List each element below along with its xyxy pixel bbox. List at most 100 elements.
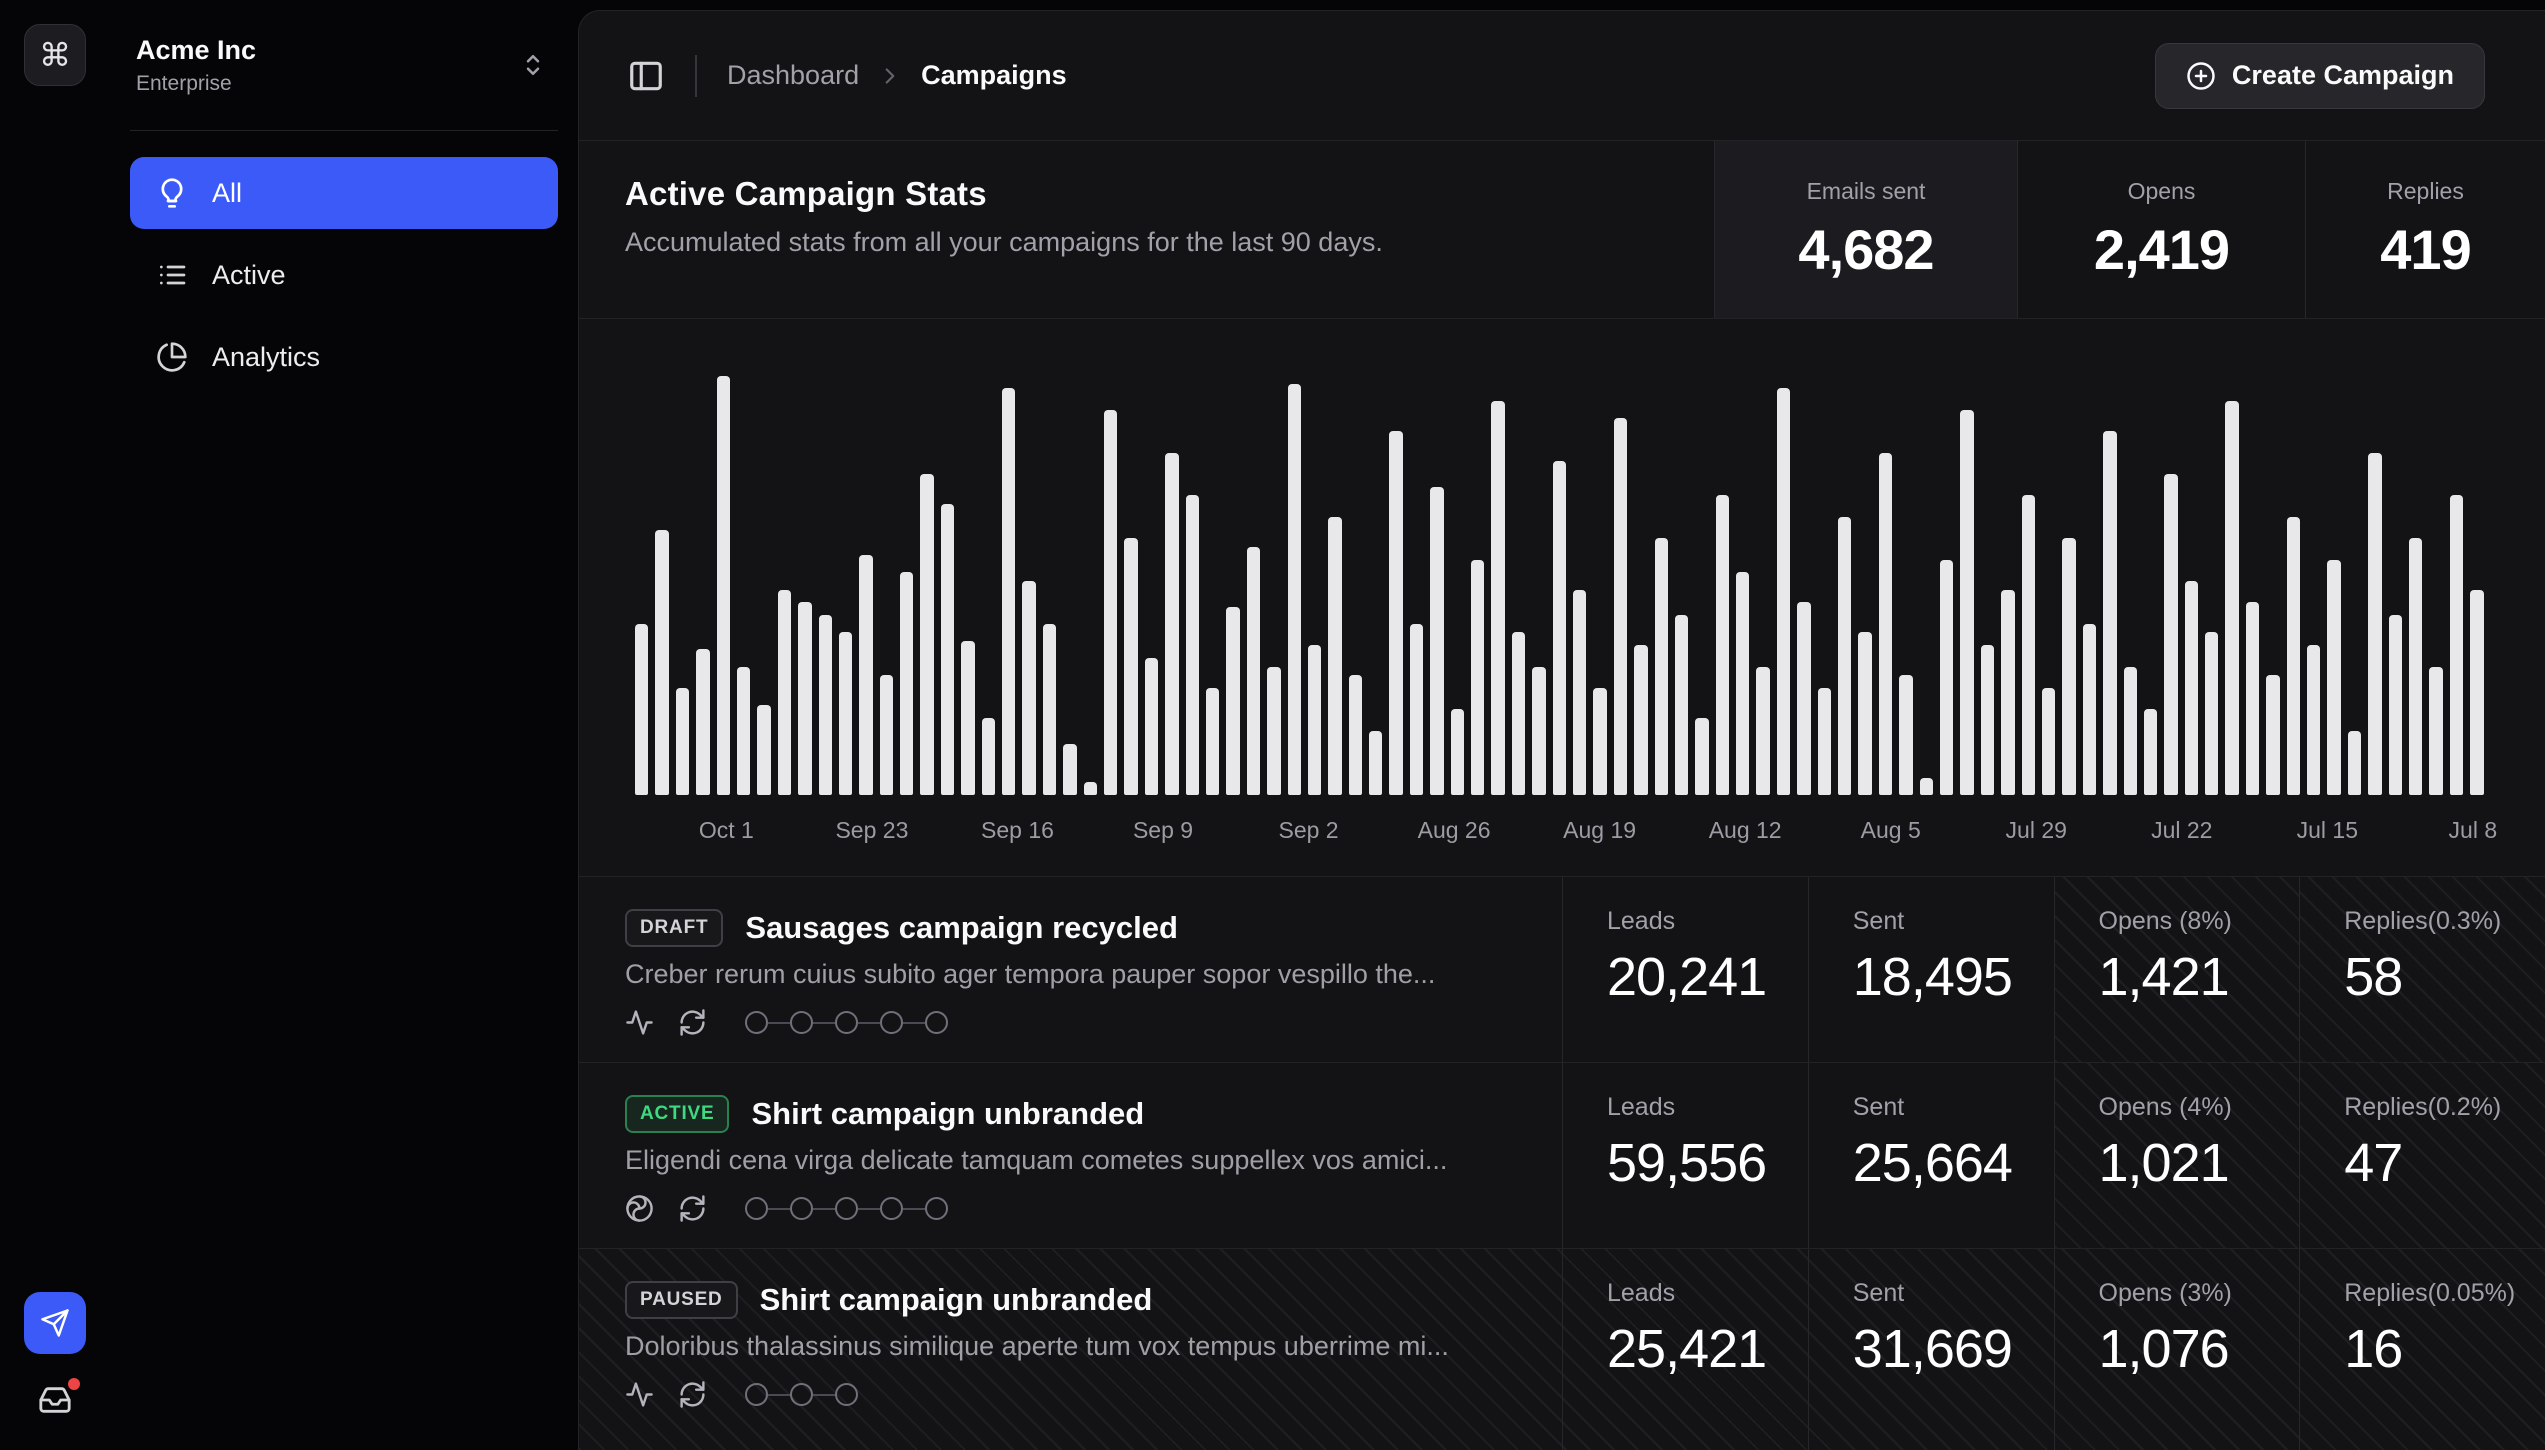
- stat-cell-sent: Sent 25,664: [1807, 1063, 2054, 1248]
- chart-bar: [736, 666, 751, 795]
- chart-bar: [1389, 431, 1403, 795]
- stat-cell-replies: Replies(0.3%) 58: [2299, 877, 2545, 1062]
- workspace-switcher[interactable]: Acme Inc Enterprise: [110, 0, 578, 130]
- stat-label: Replies(0.3%): [2344, 907, 2502, 935]
- refresh-icon[interactable]: [678, 1380, 707, 1409]
- chart-bar: [2082, 623, 2097, 795]
- chart-bar: [1654, 538, 1668, 795]
- breadcrumb-campaigns: Campaigns: [921, 60, 1067, 90]
- campaign-description: Eligendi cena virga delicate tamquam com…: [625, 1145, 1448, 1175]
- chart-bar: [879, 675, 894, 795]
- chart-bar: [1328, 516, 1342, 795]
- chart-bar: [1491, 401, 1505, 795]
- chart-bar: [1776, 388, 1791, 795]
- command-menu-button[interactable]: ⌘: [24, 24, 86, 86]
- chart-bar: [2408, 538, 2423, 795]
- chart-tick-label: Oct 1: [698, 817, 754, 843]
- step-circle: [745, 1383, 768, 1406]
- send-button[interactable]: [24, 1292, 86, 1354]
- refresh-icon[interactable]: [678, 1008, 707, 1037]
- campaign-row[interactable]: PAUSED Shirt campaign unbranded Doloribu…: [579, 1249, 2545, 1450]
- sidebar-item-label: All: [212, 177, 243, 208]
- chart-bar: [675, 688, 690, 795]
- chart-tick-label: Sep 23: [835, 817, 909, 843]
- stat-label: Emails sent: [1806, 177, 1926, 204]
- campaign-row[interactable]: DRAFT Sausages campaign recycled Creber …: [579, 877, 2545, 1063]
- stat-cell-opens: Opens (8%) 1,421: [2053, 877, 2300, 1062]
- chart-bar: [2164, 474, 2178, 795]
- step-connector: [813, 1207, 835, 1210]
- sidebar-item-all[interactable]: All: [130, 157, 558, 229]
- chart-bar: [777, 589, 792, 795]
- inbox-button[interactable]: [24, 1376, 86, 1424]
- create-campaign-button[interactable]: Create Campaign: [2154, 42, 2485, 109]
- campaign-title: Sausages campaign recycled: [745, 910, 1178, 945]
- chart-bar: [818, 615, 832, 795]
- chart-bar: [1715, 495, 1730, 795]
- step-circle: [925, 1197, 948, 1220]
- chart-bar: [1144, 658, 1159, 795]
- chart-bar: [1409, 623, 1424, 795]
- chart-tick-label: Jul 15: [2296, 817, 2358, 843]
- chart-bar: [940, 503, 955, 795]
- step-connector: [768, 1207, 790, 1210]
- chart-bar: [1858, 632, 1872, 795]
- step-circle: [925, 1011, 948, 1034]
- step-connector: [813, 1393, 835, 1396]
- chart-bar: [798, 602, 812, 795]
- chevron-right-icon: [877, 63, 903, 89]
- stat-label: Opens (3%): [2098, 1279, 2232, 1307]
- topbar-divider: [695, 54, 697, 97]
- lightbulb-icon: [156, 177, 188, 209]
- campaign-list: DRAFT Sausages campaign recycled Creber …: [579, 877, 2545, 1450]
- chart-tick-label: Aug 26: [1417, 817, 1491, 843]
- status-badge: PAUSED: [625, 1281, 738, 1319]
- breadcrumb-dashboard[interactable]: Dashboard: [727, 60, 860, 90]
- stat-cell-opens: Opens (3%) 1,076: [2053, 1249, 2300, 1450]
- chart-bar: [2368, 452, 2382, 795]
- list-icon: [156, 259, 188, 291]
- chart-bar: [1042, 623, 1057, 795]
- step-circle: [835, 1383, 858, 1406]
- inbox-icon: [39, 1387, 71, 1413]
- sidebar-toggle-button[interactable]: [627, 57, 665, 95]
- chart-bar: [2429, 666, 2443, 795]
- chart-bar: [1002, 388, 1016, 795]
- plus-circle-icon: [2187, 61, 2215, 90]
- panel-left-icon: [630, 61, 662, 90]
- sidebar-item-active[interactable]: Active: [130, 239, 558, 311]
- chart-tick-label: Sep 16: [981, 817, 1054, 843]
- step-circle: [745, 1011, 768, 1034]
- campaign-description: Doloribus thalassinus similique aperte t…: [625, 1331, 1449, 1361]
- sidebar-item-analytics[interactable]: Analytics: [130, 321, 558, 393]
- chart-bar: [757, 705, 771, 795]
- chart-tick-label: Jul 8: [2448, 817, 2498, 843]
- command-icon: ⌘: [39, 37, 71, 73]
- step-connector: [903, 1021, 925, 1024]
- refresh-icon[interactable]: [678, 1194, 707, 1223]
- chart-bar: [2205, 632, 2219, 795]
- main-panel: Dashboard Campaigns Create Campaign Acti…: [578, 10, 2545, 1450]
- stat-label: Opens (8%): [2098, 907, 2232, 935]
- chart-bar: [859, 555, 873, 795]
- sequence-stepper: [745, 1197, 948, 1220]
- status-badge: DRAFT: [625, 909, 724, 947]
- chart-tick-label: Aug 19: [1563, 817, 1637, 843]
- stat-box-emails-sent: Emails sent 4,682: [1714, 141, 2017, 318]
- chart-tick-label: Sep 2: [1278, 817, 1339, 843]
- stat-value: 47: [2344, 1133, 2403, 1193]
- chart-bar: [900, 572, 914, 795]
- send-icon: [41, 1309, 69, 1337]
- topbar: Dashboard Campaigns Create Campaign: [579, 11, 2545, 141]
- campaign-row[interactable]: ACTIVE Shirt campaign unbranded Eligendi…: [579, 1063, 2545, 1249]
- stat-cell-replies: Replies(0.2%) 47: [2299, 1063, 2545, 1248]
- chart-bar: [920, 474, 934, 795]
- chart-bar: [1205, 688, 1220, 795]
- campaign-tools: [625, 1008, 1532, 1037]
- step-circle: [835, 1197, 858, 1220]
- chart-bar: [1532, 666, 1546, 795]
- step-connector: [768, 1393, 790, 1396]
- chart-bar: [1511, 632, 1526, 795]
- chart-bar: [1980, 645, 1995, 795]
